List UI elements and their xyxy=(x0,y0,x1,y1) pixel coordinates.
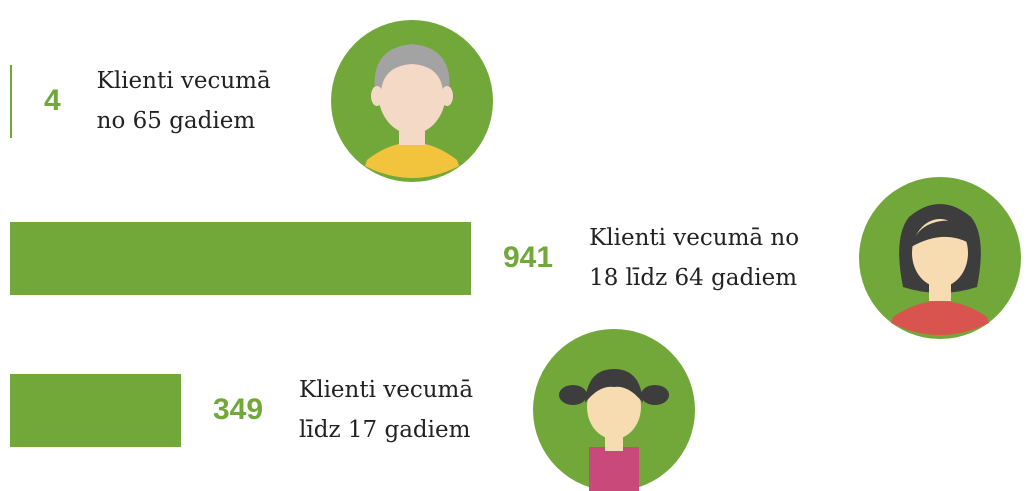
bar-row: 4 Klienti vecumā no 65 gadiem xyxy=(10,20,493,182)
value-label: 941 xyxy=(503,241,553,275)
category-label: Klienti vecumā no 18 līdz 64 gadiem xyxy=(589,218,799,298)
bar xyxy=(10,65,12,138)
avatar xyxy=(533,329,695,491)
bar xyxy=(10,222,471,295)
category-label: Klienti vecumā līdz 17 gadiem xyxy=(299,370,473,450)
bar-row: 941 Klienti vecumā no 18 līdz 64 gadiem xyxy=(10,177,1021,339)
value-label: 349 xyxy=(213,393,263,427)
bar-row: 349 Klienti vecumā līdz 17 gadiem xyxy=(10,329,695,491)
category-label: Klienti vecumā no 65 gadiem xyxy=(97,61,271,141)
bar xyxy=(10,374,181,447)
avatar xyxy=(331,20,493,182)
value-label: 4 xyxy=(44,84,61,118)
avatar xyxy=(859,177,1021,339)
chart: 4 Klienti vecumā no 65 gadiem 941 Klienti v… xyxy=(0,0,1033,486)
